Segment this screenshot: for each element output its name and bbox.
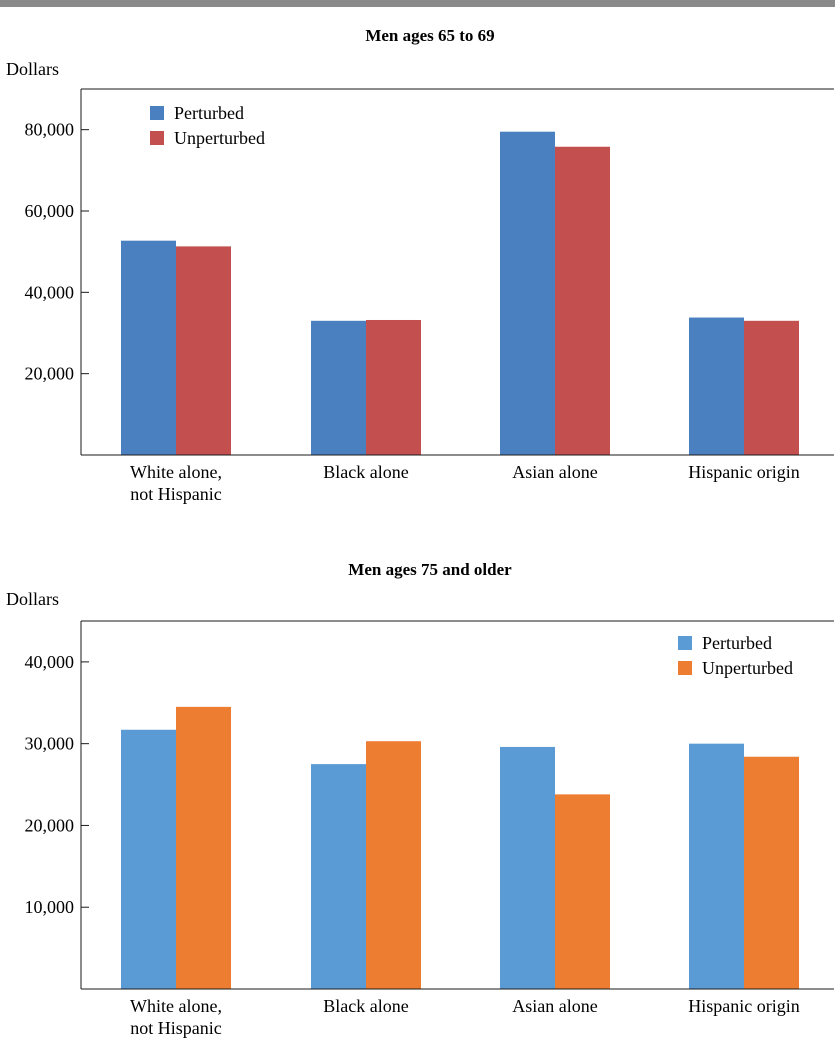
bar-p2-s1-c1 [121,729,176,989]
category-label-p2-2: Black alone [323,996,408,1016]
bar-p2-s2-c4 [744,756,799,989]
bar-p1-s1-c3 [500,131,555,455]
bar-p2-s1-c4 [689,743,744,989]
bar-p1-s2-c1 [176,246,231,455]
category-label-p2-1: White alone, not Hispanic [130,996,222,1038]
legend-label-p2-2: Unperturbed [702,658,793,678]
category-label-line-p2-4-1: Hispanic origin [688,996,799,1016]
chart-title-2: Men ages 75 and older [348,560,512,579]
bar-p1-s2-c3 [555,146,610,455]
category-label-line-p2-2-1: Black alone [323,996,408,1016]
bar-p2-s1-c2 [311,764,366,989]
legend-label-p2-1: Perturbed [702,633,772,653]
legend-swatch-p1-2 [150,131,164,145]
bar-p2-s2-c1 [176,706,231,989]
bar-p1-s1-c1 [121,240,176,455]
category-label-p2-3: Asian alone [512,996,597,1016]
category-label-line-p1-3-1: Asian alone [512,462,597,482]
y-tick-label-p1-4: 80,000 [25,120,75,140]
category-label-p1-4: Hispanic origin [688,462,799,482]
category-label-line-p2-1-2: not Hispanic [130,1018,222,1038]
bar-p2-s1-c3 [500,746,555,989]
category-label-line-p1-1-2: not Hispanic [130,484,222,504]
category-label-p1-2: Black alone [323,462,408,482]
y-tick-label-p2-1: 10,000 [25,897,75,917]
category-label-p1-3: Asian alone [512,462,597,482]
legend-label-p1-1: Perturbed [174,103,244,123]
chart-title-1: Men ages 65 to 69 [365,26,494,45]
y-unit-label-1: Dollars [6,59,59,79]
chart-panel-1: 20,000 40,000 60,000 80,000 White alone, not … [25,88,834,504]
legend-label-p1-2: Unperturbed [174,128,265,148]
category-label-line-p2-3-1: Asian alone [512,996,597,1016]
legend-swatch-p1-1 [150,106,164,120]
y-tick-label-p1-1: 20,000 [25,364,75,384]
bar-p1-s2-c2 [366,319,421,455]
y-tick-label-p2-4: 40,000 [25,652,75,672]
legend-swatch-p2-1 [678,636,692,650]
chart-panel-2: 10,000 20,000 30,000 40,000 White alone, not … [25,620,834,1038]
category-label-line-p2-1-1: White alone, [130,996,222,1016]
y-unit-label-2: Dollars [6,589,59,609]
category-label-line-p1-1-1: White alone, [130,462,222,482]
y-tick-label-p2-3: 30,000 [25,734,75,754]
bar-p2-s2-c3 [555,794,610,989]
category-label-p1-1: White alone, not Hispanic [130,462,222,504]
legend-swatch-p2-2 [678,661,692,675]
y-tick-label-p1-2: 40,000 [25,282,75,302]
category-label-line-p1-4-1: Hispanic origin [688,462,799,482]
y-tick-label-p1-3: 60,000 [25,201,75,221]
category-label-p2-4: Hispanic origin [688,996,799,1016]
top-rule [0,0,835,7]
bar-p1-s2-c4 [744,320,799,455]
bar-p2-s2-c2 [366,741,421,989]
bar-p1-s1-c2 [311,320,366,455]
bar-p1-s1-c4 [689,317,744,455]
y-tick-label-p2-2: 20,000 [25,815,75,835]
category-label-line-p1-2-1: Black alone [323,462,408,482]
